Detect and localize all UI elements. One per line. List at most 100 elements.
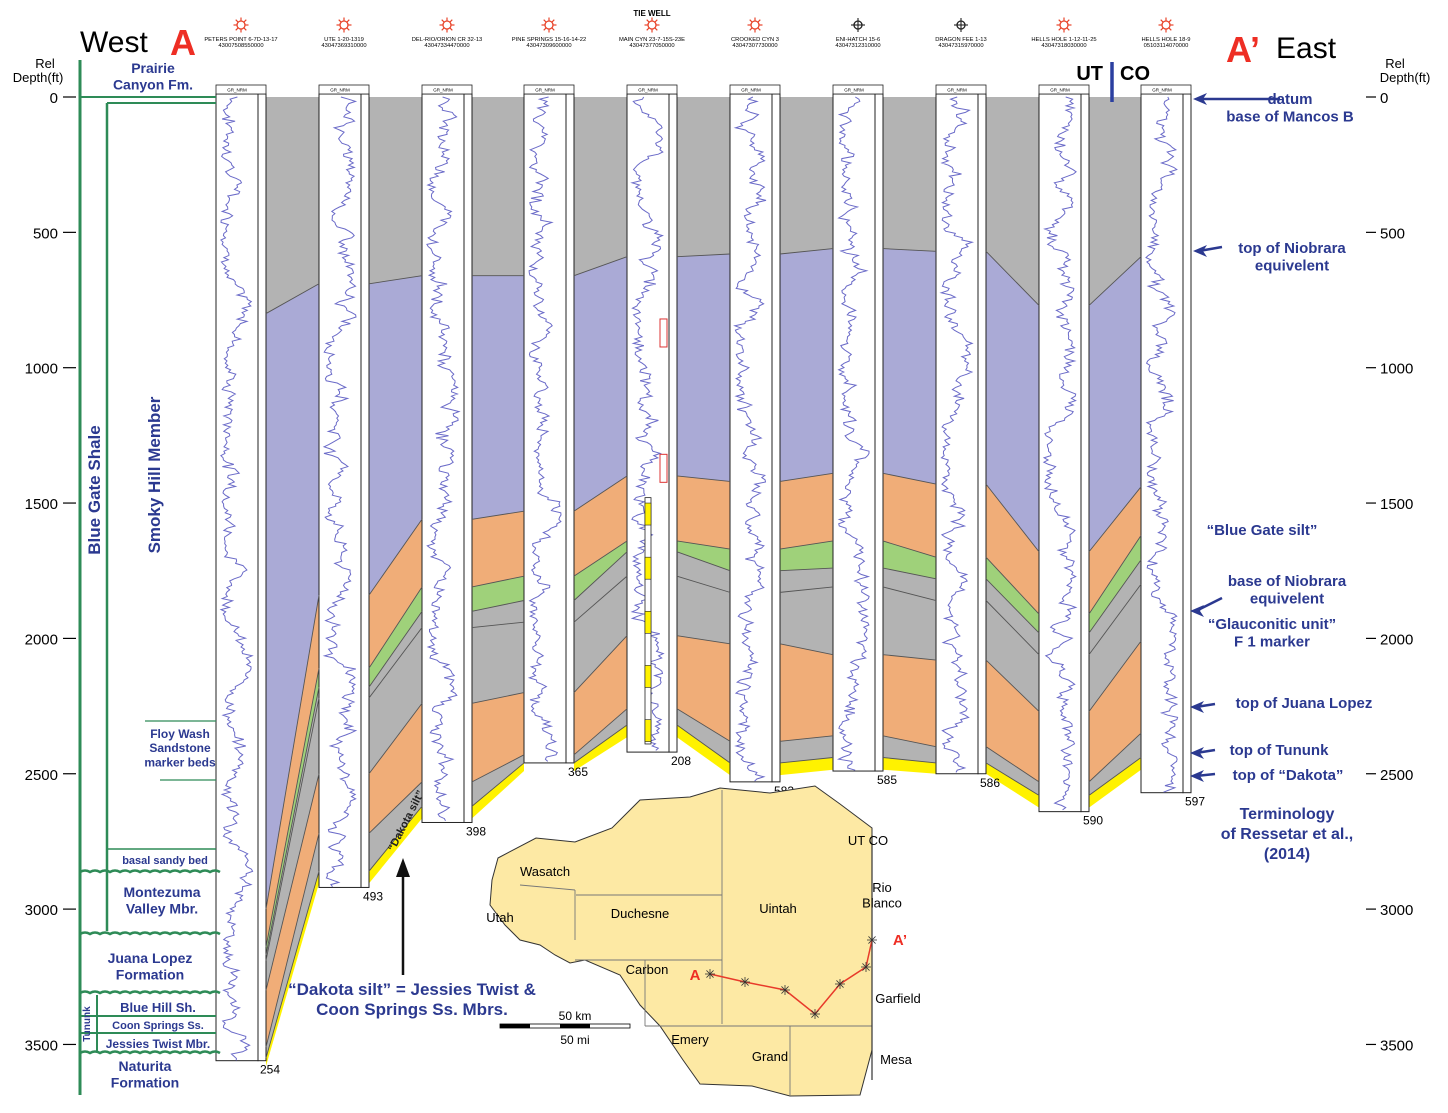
point-a-label: A xyxy=(170,22,196,63)
county-label: Duchesne xyxy=(611,906,670,921)
text-line: 43047377050000 xyxy=(629,43,674,49)
dakota-line xyxy=(265,871,320,1059)
pre-niobrara-band xyxy=(677,97,730,257)
co-label: CO xyxy=(1120,63,1150,85)
gas-well-ray xyxy=(1160,19,1164,23)
text-line: GR_NRM xyxy=(433,88,453,93)
text-line: Uintah xyxy=(759,901,797,916)
well-logs: GR_NRM 254 PETERS POINT 6-7D-13-1743007508… xyxy=(204,9,1205,1077)
base_niobrara-line xyxy=(676,540,731,550)
right-axis-tick-label: 2500 xyxy=(1380,767,1413,784)
map-well-ray xyxy=(836,983,841,988)
niobrara-band xyxy=(883,248,936,485)
blue_gate_silt-line xyxy=(779,472,834,482)
left-axis-tick-label: 2000 xyxy=(25,631,58,648)
juana_lopez-line xyxy=(676,635,731,645)
text-line: UT CO xyxy=(848,833,888,848)
right-axis-tick-label: 500 xyxy=(1380,225,1405,242)
left-axis-tick-label: 0 xyxy=(50,90,58,107)
blue-hill-label: Blue Hill Sh. xyxy=(120,1000,196,1015)
well-api: 43047309600000 xyxy=(526,43,571,49)
text-line: top of Juana Lopez xyxy=(1236,695,1373,712)
niobrara_top-line xyxy=(573,256,628,277)
niobrara_top-line xyxy=(779,248,834,255)
juana-lopez-band xyxy=(883,654,936,747)
text-line: GR_NRM xyxy=(638,88,658,93)
county-label: Rio Blanco xyxy=(862,880,902,910)
map-well-ray xyxy=(709,973,714,978)
tununk-line xyxy=(676,708,731,742)
glauconitic-label: “Glauconitic unit” F 1 marker xyxy=(1208,616,1336,651)
base_niobrara-line xyxy=(265,668,320,948)
gas-well-ray xyxy=(757,27,761,31)
well-api: 43047315970000 xyxy=(938,43,983,49)
east-label: East xyxy=(1276,32,1337,65)
text-line: 43047312310000 xyxy=(835,43,880,49)
map-well-ray xyxy=(871,939,876,944)
county-label: Mesa xyxy=(880,1052,913,1067)
text-line: 2000 xyxy=(1380,631,1413,648)
map-well-icon xyxy=(740,977,750,987)
gas-well-ray xyxy=(551,19,555,23)
left-axis-label: Depth(ft) xyxy=(13,70,64,85)
gas-well-circle xyxy=(1059,20,1069,30)
glauconitic-band xyxy=(472,576,524,612)
dakota-silt-note: “Dakota silt” = Jessies Twist & Coon Spri… xyxy=(288,980,536,1019)
well-td-label: 590 xyxy=(1083,814,1103,828)
text-line: DEL-RIO/ORION CR 32-13 xyxy=(412,37,483,43)
well-name: PINE SPRINGS 15-16-14-22 xyxy=(512,37,586,43)
text-line: TIE WELL xyxy=(633,9,670,18)
gamma-ray-trace xyxy=(1042,96,1078,811)
pre-niobrara-band xyxy=(369,97,422,284)
left-axis-label: Rel xyxy=(35,56,55,71)
niobrara-band xyxy=(780,248,833,482)
gas-well-ray xyxy=(1058,19,1062,23)
depth-track xyxy=(360,93,370,888)
gas-well-circle xyxy=(647,20,657,30)
base_niobrara-line xyxy=(471,575,525,588)
log-track xyxy=(421,93,465,823)
left-axis-tick-label: 2500 xyxy=(25,767,58,784)
well-name: CROOKED CYN 3 xyxy=(731,37,779,43)
map-well-ray xyxy=(784,986,789,991)
text-line: 43047315970000 xyxy=(938,43,983,49)
dakota-line xyxy=(1088,757,1142,796)
scale-bar-segment xyxy=(560,1024,590,1028)
gas-well-circle xyxy=(1161,20,1171,30)
dakota-line xyxy=(882,757,937,764)
text-line: GR_NRM xyxy=(535,88,555,93)
text-line: 500 xyxy=(1380,225,1405,242)
base_niobrara-line xyxy=(1088,535,1142,615)
text-line: Rel xyxy=(35,56,55,71)
f1_marker-line xyxy=(985,600,1040,655)
well-name: HELLS HOLE 1-12-11-25 xyxy=(1031,37,1096,43)
blue-gate-silt-band xyxy=(266,595,319,947)
text-line: HELLS HOLE 1-12-11-25 xyxy=(1031,37,1096,43)
dakota-line xyxy=(368,805,423,872)
text-line: Duchesne xyxy=(611,906,670,921)
right-axis-tick-label: 0 xyxy=(1380,90,1388,107)
top-dakota-label: top of “Dakota” xyxy=(1233,767,1344,784)
text-line: Mesa xyxy=(880,1052,913,1067)
juana-lopez-band xyxy=(472,692,524,782)
location-map: Wasatch Utah Duchesne Uintah Carbon Emery Gran… xyxy=(486,785,921,1097)
gas-well-ray xyxy=(543,19,547,23)
gas-well-ray xyxy=(1160,27,1164,31)
gas-well-ray xyxy=(1168,19,1172,23)
gamma-ray-trace xyxy=(939,96,975,773)
log-header-box xyxy=(421,84,473,95)
dry-hole-icon xyxy=(851,18,865,32)
juana-lopez-band xyxy=(266,773,319,1048)
datum-arrow xyxy=(1193,93,1280,105)
blue-gate-silt-band xyxy=(677,475,730,550)
log-header-box xyxy=(832,84,884,95)
log-header-box xyxy=(729,84,781,95)
log-header-box xyxy=(215,84,267,95)
right-axis-tick-label: 2000 xyxy=(1380,631,1413,648)
text-line: “Blue Gate silt” xyxy=(1207,522,1318,539)
well-td-label: 585 xyxy=(877,773,897,787)
map-well-ray xyxy=(781,986,786,991)
depth-track xyxy=(1182,93,1192,794)
log-header-label: GR_NRM xyxy=(227,88,247,93)
gas-well-circle xyxy=(442,20,452,30)
